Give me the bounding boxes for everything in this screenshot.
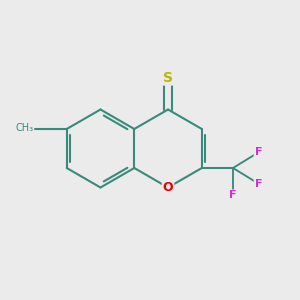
Text: S: S (163, 70, 173, 85)
Text: F: F (255, 147, 262, 158)
Text: CH₃: CH₃ (15, 123, 33, 134)
Text: O: O (163, 181, 173, 194)
Text: F: F (229, 190, 237, 200)
Text: F: F (255, 178, 262, 189)
